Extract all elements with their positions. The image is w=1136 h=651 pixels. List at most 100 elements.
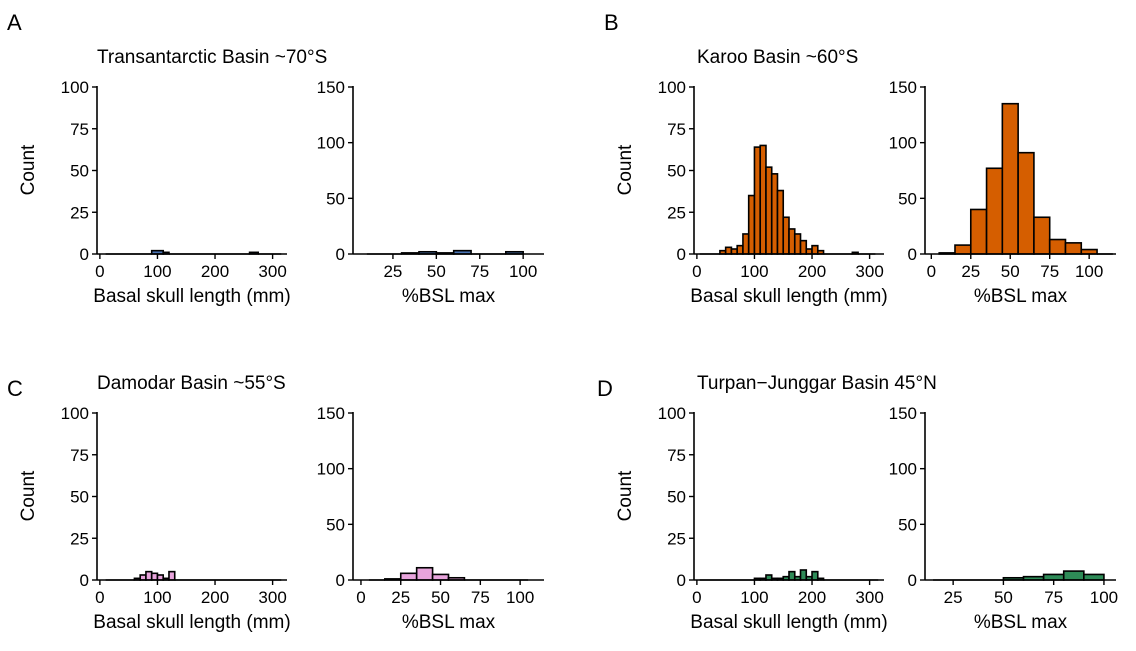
histogram-bar <box>1064 242 1083 255</box>
y-tick-label: 50 <box>326 189 345 208</box>
histogram-basal-skull-length: 0 25 50 75 100 0 100 200 300 Basal skull length (… <box>615 78 888 307</box>
panel-letter: D <box>597 376 613 401</box>
y-tick-label: 100 <box>658 78 686 97</box>
x-tick-label: 25 <box>944 588 963 607</box>
x-tick-label: 0 <box>95 588 104 607</box>
histogram-basal-skull-length: 0 25 50 75 100 0 100 200 300 Basal skull length (… <box>18 78 291 307</box>
panel-letter: C <box>7 376 23 401</box>
y-axis-title: Count <box>615 470 636 521</box>
panel-letter: B <box>604 10 619 35</box>
x-axis-title: Basal skull length (mm) <box>93 612 290 633</box>
y-tick-label: 75 <box>667 120 686 139</box>
y-tick-label: 25 <box>667 529 686 548</box>
histogram-basal-skull-length: 0 25 50 75 100 0 100 200 300 Basal skull length (… <box>18 404 291 633</box>
x-tick-label: 75 <box>470 262 489 281</box>
histogram-bar <box>1001 102 1019 255</box>
x-tick-label: 100 <box>740 262 768 281</box>
y-tick-label: 100 <box>889 460 917 479</box>
y-tick-label: 0 <box>677 571 686 590</box>
histogram-bar <box>782 216 790 255</box>
histogram-bsl-max: 0 50 100 150 25 50 75 100 %BSL max <box>889 404 1118 633</box>
y-tick-label: 25 <box>70 529 89 548</box>
histogram-bar <box>969 208 988 255</box>
x-tick-label: 25 <box>383 262 402 281</box>
x-tick-label: 25 <box>391 588 410 607</box>
y-tick-label: 75 <box>667 446 686 465</box>
histogram-bar <box>415 566 434 581</box>
y-tick-label: 100 <box>317 460 345 479</box>
histogram-bar <box>742 233 750 255</box>
x-tick-label: 0 <box>95 262 104 281</box>
y-tick-label: 100 <box>317 134 345 153</box>
x-tick-label: 300 <box>855 262 883 281</box>
y-tick-label: 75 <box>70 446 89 465</box>
x-tick-label: 50 <box>994 588 1013 607</box>
histogram-bar <box>799 239 808 255</box>
y-tick-label: 150 <box>317 78 345 97</box>
y-tick-label: 100 <box>61 404 89 423</box>
panel-c: C Damodar Basin ~55°S 0 25 50 75 100 0 100 200 3… <box>7 373 544 633</box>
panel-a: A Transantarctic Basin ~70°S 0 25 50 75 100 0… <box>7 10 544 307</box>
panel-title: Transantarctic Basin ~70°S <box>97 47 327 68</box>
y-tick-label: 0 <box>80 245 89 264</box>
y-axis-title: Count <box>615 144 636 195</box>
y-tick-label: 150 <box>317 404 345 423</box>
x-tick-label: 100 <box>143 262 171 281</box>
histogram-bar <box>793 233 802 255</box>
histogram-bar <box>811 244 819 255</box>
y-tick-label: 50 <box>70 162 89 181</box>
histogram-bar <box>985 167 1004 255</box>
y-tick-label: 50 <box>667 488 686 507</box>
x-tick-label: 50 <box>1001 262 1020 281</box>
histogram-bar <box>1083 573 1105 581</box>
histogram-bar <box>747 194 756 255</box>
histogram-bar <box>1033 216 1051 255</box>
histogram-bar <box>811 570 819 581</box>
x-tick-label: 25 <box>961 262 980 281</box>
panel-b: B Karoo Basin ~60°S 0 25 50 75 100 0 100 200 300… <box>604 10 1116 307</box>
histogram-bar <box>776 189 785 255</box>
histogram-bsl-max: 0 50 100 150 25 50 75 100 %BSL max <box>317 78 544 307</box>
x-tick-label: 0 <box>692 262 701 281</box>
histogram-bar <box>799 569 808 581</box>
x-tick-label: 100 <box>509 262 537 281</box>
y-tick-label: 150 <box>889 404 917 423</box>
histogram-bar <box>1042 573 1065 581</box>
y-tick-label: 50 <box>667 162 686 181</box>
panel-letter: A <box>7 10 22 35</box>
histogram-bar <box>150 572 159 581</box>
y-tick-label: 50 <box>898 189 917 208</box>
x-tick-label: 300 <box>258 588 286 607</box>
x-axis-title: %BSL max <box>402 286 496 307</box>
x-tick-label: 100 <box>1075 262 1103 281</box>
y-tick-label: 0 <box>336 245 345 264</box>
histogram-bar <box>1017 151 1035 255</box>
y-tick-label: 75 <box>70 120 89 139</box>
y-tick-label: 100 <box>889 134 917 153</box>
y-tick-label: 50 <box>326 515 345 534</box>
x-tick-label: 100 <box>740 588 768 607</box>
x-tick-label: 0 <box>356 588 365 607</box>
x-tick-label: 75 <box>471 588 490 607</box>
x-tick-label: 0 <box>927 262 936 281</box>
x-tick-label: 200 <box>201 262 229 281</box>
x-tick-label: 200 <box>798 262 826 281</box>
histogram-bar <box>759 144 767 255</box>
histogram-bar <box>954 244 972 255</box>
histogram-bsl-max: 0 50 100 150 0 25 50 75 100 %BSL max <box>889 78 1116 307</box>
panel-title: Karoo Basin ~60°S <box>697 47 858 68</box>
histogram-bar <box>736 244 744 255</box>
histogram-bsl-max: 0 50 100 150 0 25 50 75 100 %BSL max <box>317 404 544 633</box>
x-tick-label: 200 <box>201 588 229 607</box>
y-tick-label: 25 <box>667 203 686 222</box>
y-tick-label: 0 <box>908 245 917 264</box>
histogram-bar <box>765 166 773 255</box>
panel-d: D Turpan−Junggar Basin 45°N 0 25 50 75 100 0 1… <box>597 373 1118 633</box>
y-tick-label: 0 <box>908 571 917 590</box>
y-axis-title: Count <box>18 470 39 521</box>
x-axis-title: Basal skull length (mm) <box>690 612 887 633</box>
y-tick-label: 100 <box>61 78 89 97</box>
x-tick-label: 100 <box>506 588 534 607</box>
y-tick-label: 0 <box>336 571 345 590</box>
